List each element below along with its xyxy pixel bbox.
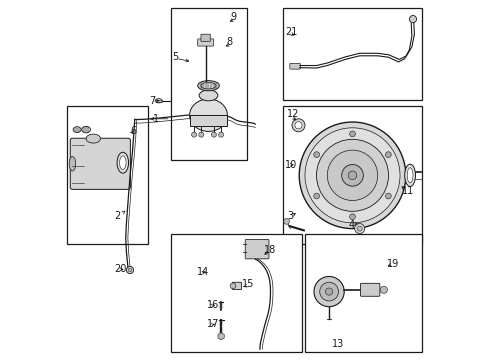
Circle shape: [294, 122, 302, 129]
FancyBboxPatch shape: [289, 63, 300, 69]
Circle shape: [128, 268, 132, 272]
Circle shape: [380, 286, 386, 293]
Circle shape: [349, 131, 355, 137]
Text: 12: 12: [286, 109, 299, 120]
Circle shape: [126, 266, 133, 274]
Circle shape: [199, 132, 203, 137]
Ellipse shape: [407, 168, 412, 183]
Ellipse shape: [120, 156, 126, 170]
Text: 11: 11: [401, 186, 413, 196]
Text: 17: 17: [206, 319, 219, 329]
Text: 4: 4: [348, 220, 354, 230]
Circle shape: [349, 214, 355, 220]
Circle shape: [313, 276, 344, 307]
Circle shape: [385, 152, 390, 158]
Circle shape: [211, 132, 216, 137]
FancyBboxPatch shape: [360, 283, 379, 296]
Ellipse shape: [199, 90, 218, 101]
Circle shape: [230, 283, 235, 289]
Text: 2: 2: [114, 211, 121, 221]
Circle shape: [313, 152, 319, 158]
Text: 15: 15: [242, 279, 254, 289]
Ellipse shape: [155, 99, 162, 103]
Bar: [283, 8, 421, 100]
Circle shape: [218, 132, 223, 137]
Circle shape: [283, 219, 289, 224]
Circle shape: [341, 165, 363, 186]
Text: 18: 18: [264, 245, 276, 255]
Bar: [170, 8, 247, 160]
Text: 5: 5: [171, 52, 178, 62]
Ellipse shape: [117, 152, 128, 173]
FancyBboxPatch shape: [244, 239, 268, 259]
Text: 1: 1: [153, 114, 159, 124]
Text: 20: 20: [114, 264, 126, 274]
Circle shape: [291, 119, 305, 132]
Circle shape: [385, 193, 390, 199]
Bar: [67, 106, 148, 244]
Ellipse shape: [201, 82, 216, 89]
Circle shape: [326, 150, 377, 201]
Text: 10: 10: [284, 160, 297, 170]
Bar: [170, 234, 302, 352]
Text: 7: 7: [149, 96, 155, 106]
FancyBboxPatch shape: [201, 34, 210, 41]
Text: 6: 6: [130, 126, 136, 136]
Ellipse shape: [404, 164, 415, 186]
Circle shape: [408, 15, 416, 23]
Text: 14: 14: [197, 267, 209, 277]
Ellipse shape: [86, 134, 101, 143]
Circle shape: [191, 132, 196, 137]
Text: 21: 21: [284, 27, 297, 37]
Text: 8: 8: [225, 37, 232, 48]
FancyBboxPatch shape: [70, 138, 130, 189]
Circle shape: [316, 139, 387, 211]
Ellipse shape: [73, 127, 81, 132]
Circle shape: [313, 193, 319, 199]
Text: 13: 13: [331, 339, 344, 349]
FancyBboxPatch shape: [197, 39, 213, 46]
FancyBboxPatch shape: [232, 282, 241, 289]
Polygon shape: [189, 115, 227, 126]
Circle shape: [347, 171, 356, 180]
Bar: [283, 106, 421, 244]
Text: 16: 16: [206, 300, 219, 310]
Circle shape: [354, 224, 364, 234]
Circle shape: [325, 288, 332, 295]
Text: 3: 3: [286, 211, 292, 221]
Ellipse shape: [69, 157, 76, 171]
Circle shape: [305, 128, 399, 223]
Circle shape: [299, 122, 405, 229]
Text: 9: 9: [230, 12, 236, 22]
Bar: [305, 234, 421, 352]
Circle shape: [356, 226, 362, 231]
Ellipse shape: [81, 126, 90, 133]
Ellipse shape: [197, 81, 219, 91]
Ellipse shape: [189, 99, 227, 131]
Text: 19: 19: [386, 258, 398, 269]
Circle shape: [319, 282, 338, 301]
